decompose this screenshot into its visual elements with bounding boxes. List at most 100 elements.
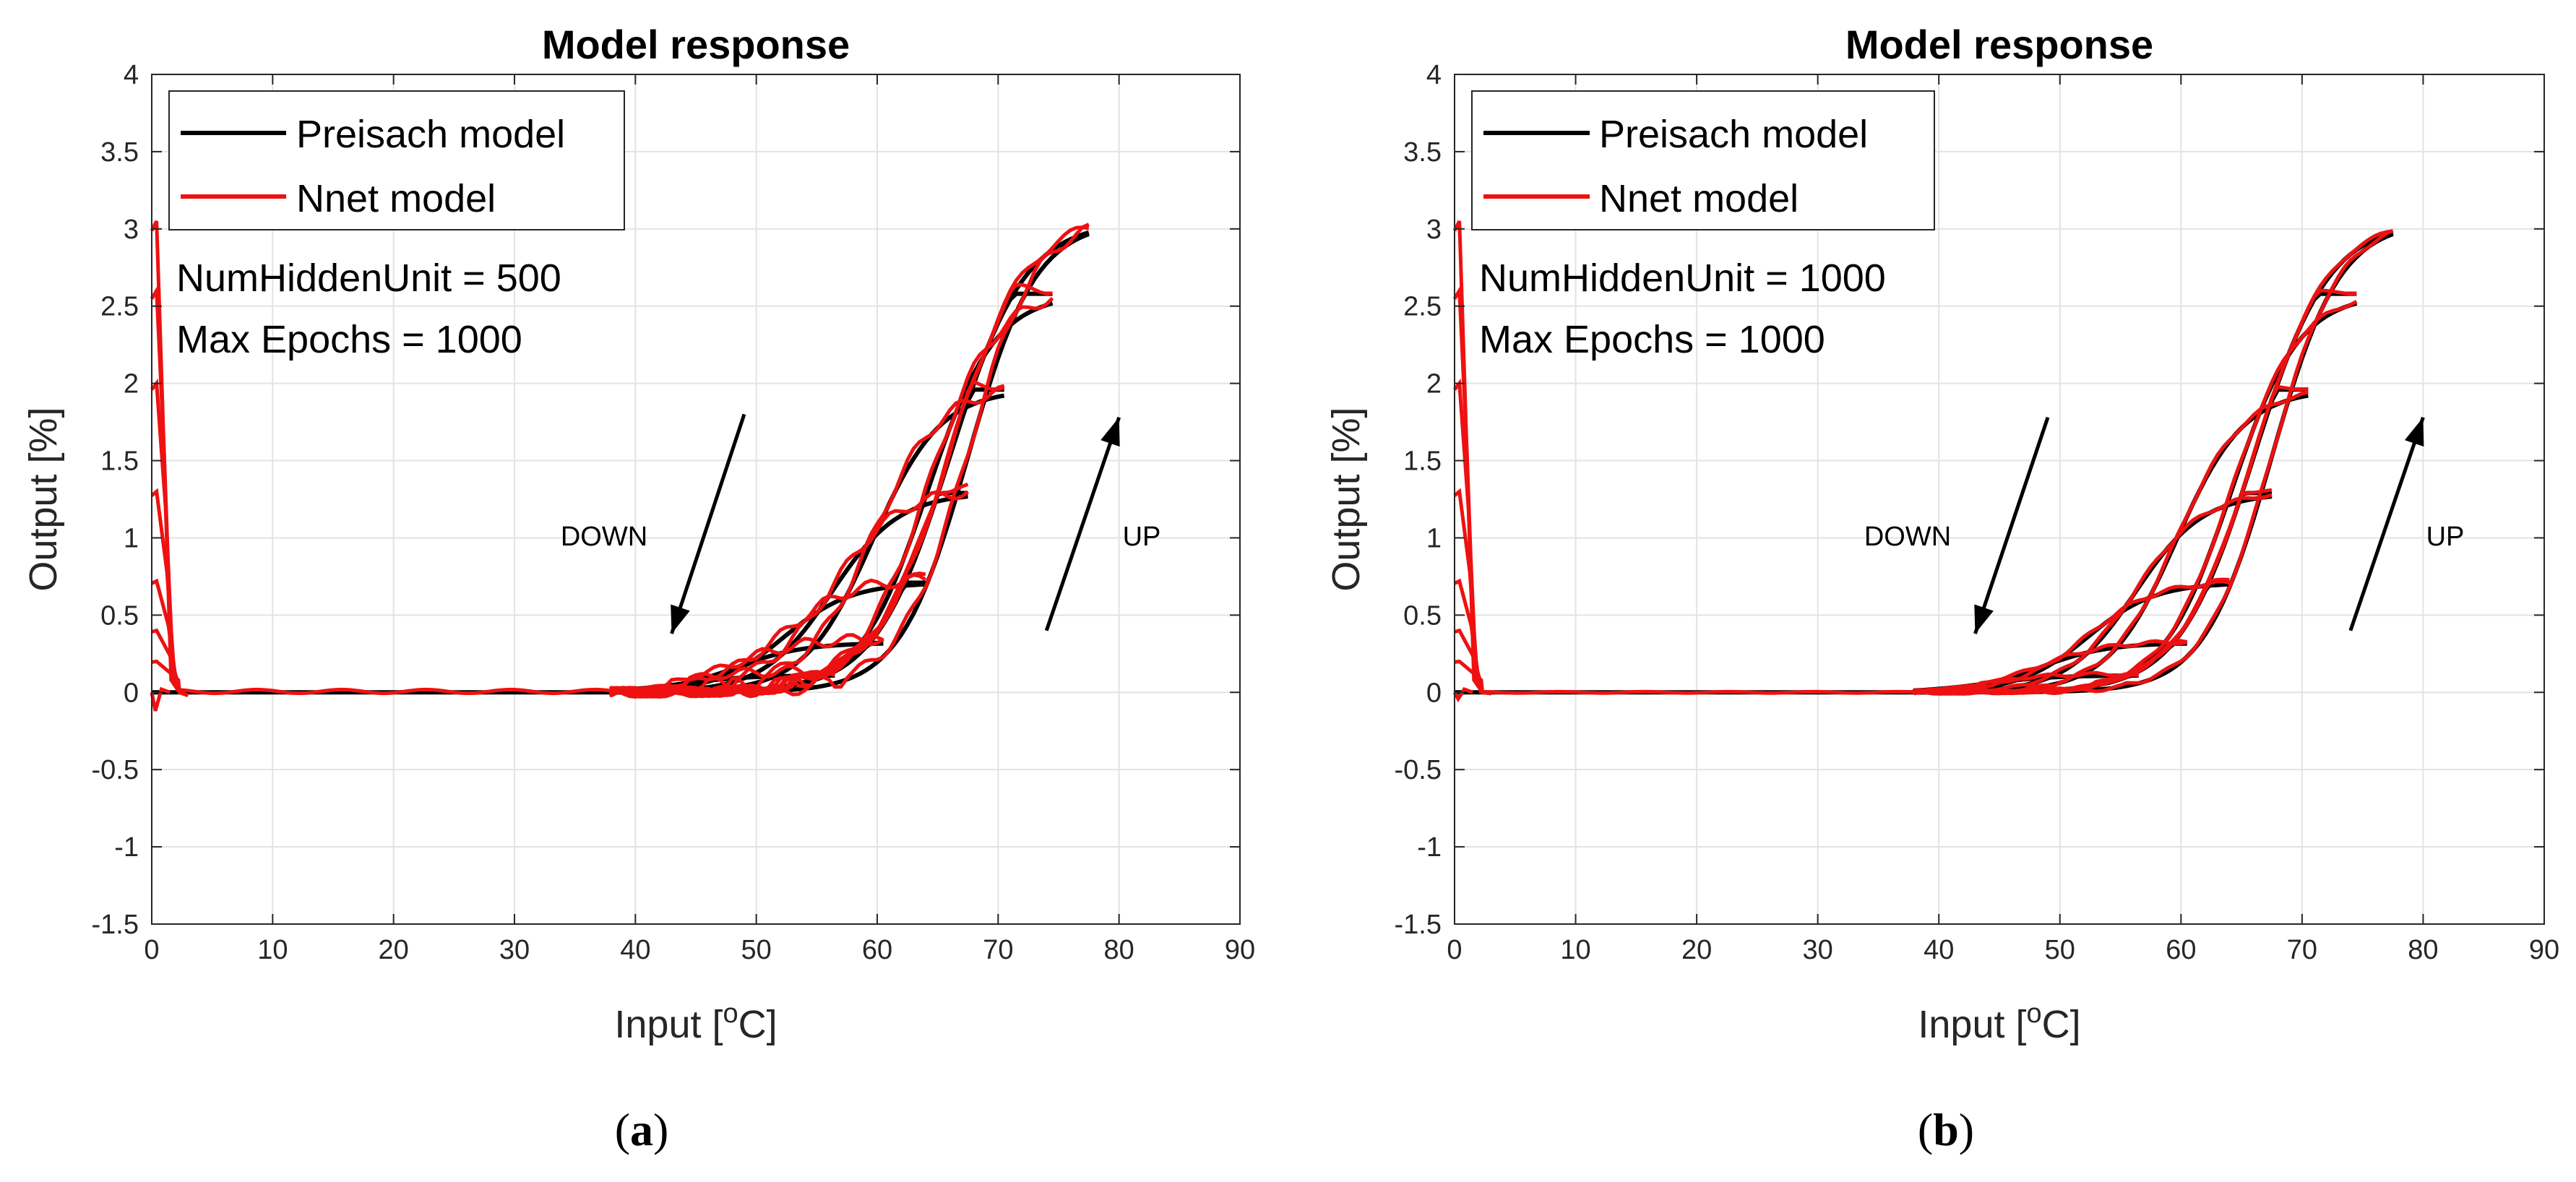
x-tick-label: 60: [2166, 935, 2196, 965]
y-tick-label: 1.5: [100, 447, 139, 477]
annotation-up: UP: [1123, 522, 1161, 552]
arrow-head-down: [1974, 604, 1994, 634]
x-tick-label: 30: [1803, 935, 1833, 965]
y-tick-label: 0.5: [100, 600, 139, 631]
y-tick-label: 4: [124, 60, 139, 90]
preisach-loop-0: [608, 230, 1090, 695]
chart-panel-a: Model response 0 10 20 30 40 50 60 70 80 90-1.5-1…: [22, 22, 1255, 1155]
nnet-loop-6: [609, 663, 836, 699]
y-tick-label: 2.5: [1403, 292, 1442, 322]
annotation-down: DOWN: [561, 522, 647, 552]
arrow-shaft-down: [670, 413, 746, 634]
nnet-baseline: [1478, 689, 1939, 695]
x-tick-label: 90: [1225, 935, 1255, 965]
x-tick-label: 0: [144, 935, 159, 965]
param-max-epochs: Max Epochs = 1000: [1479, 318, 1825, 361]
chart-panel-b: Model response 0 10 20 30 40 50 60 70 80 90-1.5-1…: [1324, 22, 2559, 1155]
x-tick-label: 80: [2408, 935, 2438, 965]
y-tick-label: 1: [124, 523, 139, 553]
x-axis-label: Input [oC]: [614, 998, 777, 1046]
arrow-head-up: [2404, 417, 2424, 447]
x-tick-label: 90: [2529, 935, 2559, 965]
y-tick-label: -1: [114, 832, 139, 863]
legend-label-preisach: Preisach model: [1599, 113, 1868, 156]
chart-title: Model response: [542, 22, 850, 67]
nnet-loop-1: [1913, 288, 2358, 696]
series: [150, 220, 1090, 712]
x-tick-label: 80: [1104, 935, 1134, 965]
preisach-loop-0: [1912, 230, 2394, 695]
y-axis-label: Output [%]: [22, 407, 65, 591]
x-tick-label: 40: [620, 935, 650, 965]
legend-box: [168, 90, 625, 230]
y-tick-label: -0.5: [1395, 755, 1442, 785]
chart-title: Model response: [1845, 22, 2153, 67]
y-tick-label: 0: [124, 678, 139, 708]
y-axis-label: Output [%]: [1324, 407, 1368, 591]
param-max-epochs: Max Epochs = 1000: [176, 318, 522, 361]
y-tick-label: 1.5: [1403, 447, 1442, 477]
x-tick-label: 40: [1924, 935, 1954, 965]
legend: Preisach model Nnet model: [1471, 90, 1935, 230]
nnet-transient-dip: [1452, 686, 1473, 703]
x-tick-label: 20: [379, 935, 409, 965]
nnet-loop-0: [1913, 228, 2394, 696]
arrow-head-up: [1100, 417, 1120, 447]
y-tick-label: 0: [1426, 678, 1442, 708]
axes-frame: [151, 74, 1241, 925]
nnet-baseline: [176, 687, 636, 696]
ticks: 0 10 20 30 40 50 60 70 80 90 -1.5 -1 -0.5 0 0.5 1 1.5 2 2.…: [1395, 60, 2560, 965]
y-tick-label: 2.5: [100, 292, 139, 322]
legend-label-preisach: Preisach model: [296, 113, 565, 156]
y-tick-label: 1: [1426, 523, 1442, 553]
y-tick-label: 3.5: [1403, 137, 1442, 168]
y-tick-label: 3: [1426, 215, 1442, 245]
legend-box: [1471, 90, 1935, 230]
y-tick-label: 2: [124, 369, 139, 400]
ticks: 0 10 20 30 40 50 60 70 80 90 -1.5 -1 -0.5 0 0.5 1 1.5 2 2.…: [92, 60, 1256, 965]
y-tick-label: -1.5: [92, 910, 139, 940]
x-tick-label: 50: [2045, 935, 2075, 965]
x-tick-label: 10: [257, 935, 288, 965]
param-hidden-units: NumHiddenUnit = 500: [176, 256, 561, 300]
y-tick-label: 0.5: [1403, 600, 1442, 631]
x-tick-label: 30: [499, 935, 530, 965]
x-axis-label: Input [oC]: [1918, 998, 2080, 1046]
subfigure-label: (b): [1918, 1104, 1974, 1155]
param-hidden-units: NumHiddenUnit = 1000: [1479, 256, 1886, 300]
nnet-loop-3: [1913, 488, 2273, 696]
x-tick-label: 10: [1560, 935, 1590, 965]
x-tick-label: 60: [862, 935, 892, 965]
y-tick-label: 4: [1426, 60, 1442, 90]
nnet-transient-6: [1454, 659, 1491, 696]
nnet-transient-6: [151, 659, 189, 697]
y-tick-label: -0.5: [92, 755, 139, 785]
annotation-down: DOWN: [1864, 522, 1951, 552]
arrow-shaft-up: [2348, 416, 2425, 631]
series: [1452, 220, 2394, 703]
y-tick-label: 3.5: [100, 137, 139, 168]
y-tick-label: -1: [1417, 832, 1442, 863]
legend: Preisach model Nnet model: [168, 90, 625, 230]
x-tick-label: 70: [2287, 935, 2317, 965]
legend-label-nnet: Nnet model: [1599, 177, 1799, 220]
x-tick-label: 70: [983, 935, 1013, 965]
arrow-shaft-up: [1044, 416, 1121, 631]
nnet-transient-dip: [150, 686, 171, 712]
y-tick-label: -1.5: [1395, 910, 1442, 940]
arrow-shaft-down: [1973, 416, 2050, 634]
arrows: [670, 413, 1121, 634]
subfigure-label: (a): [615, 1104, 669, 1155]
legend-label-nnet: Nnet model: [296, 177, 496, 220]
y-tick-label: 2: [1426, 369, 1442, 400]
arrows: [1973, 416, 2425, 634]
annotation-up: UP: [2426, 522, 2465, 552]
arrow-head-down: [671, 604, 690, 634]
x-tick-label: 0: [1447, 935, 1462, 965]
nnet-loop-1: [609, 282, 1054, 699]
x-tick-label: 50: [741, 935, 772, 965]
x-tick-label: 20: [1681, 935, 1712, 965]
axes-frame: [1454, 74, 2545, 925]
y-tick-label: 3: [124, 215, 139, 245]
